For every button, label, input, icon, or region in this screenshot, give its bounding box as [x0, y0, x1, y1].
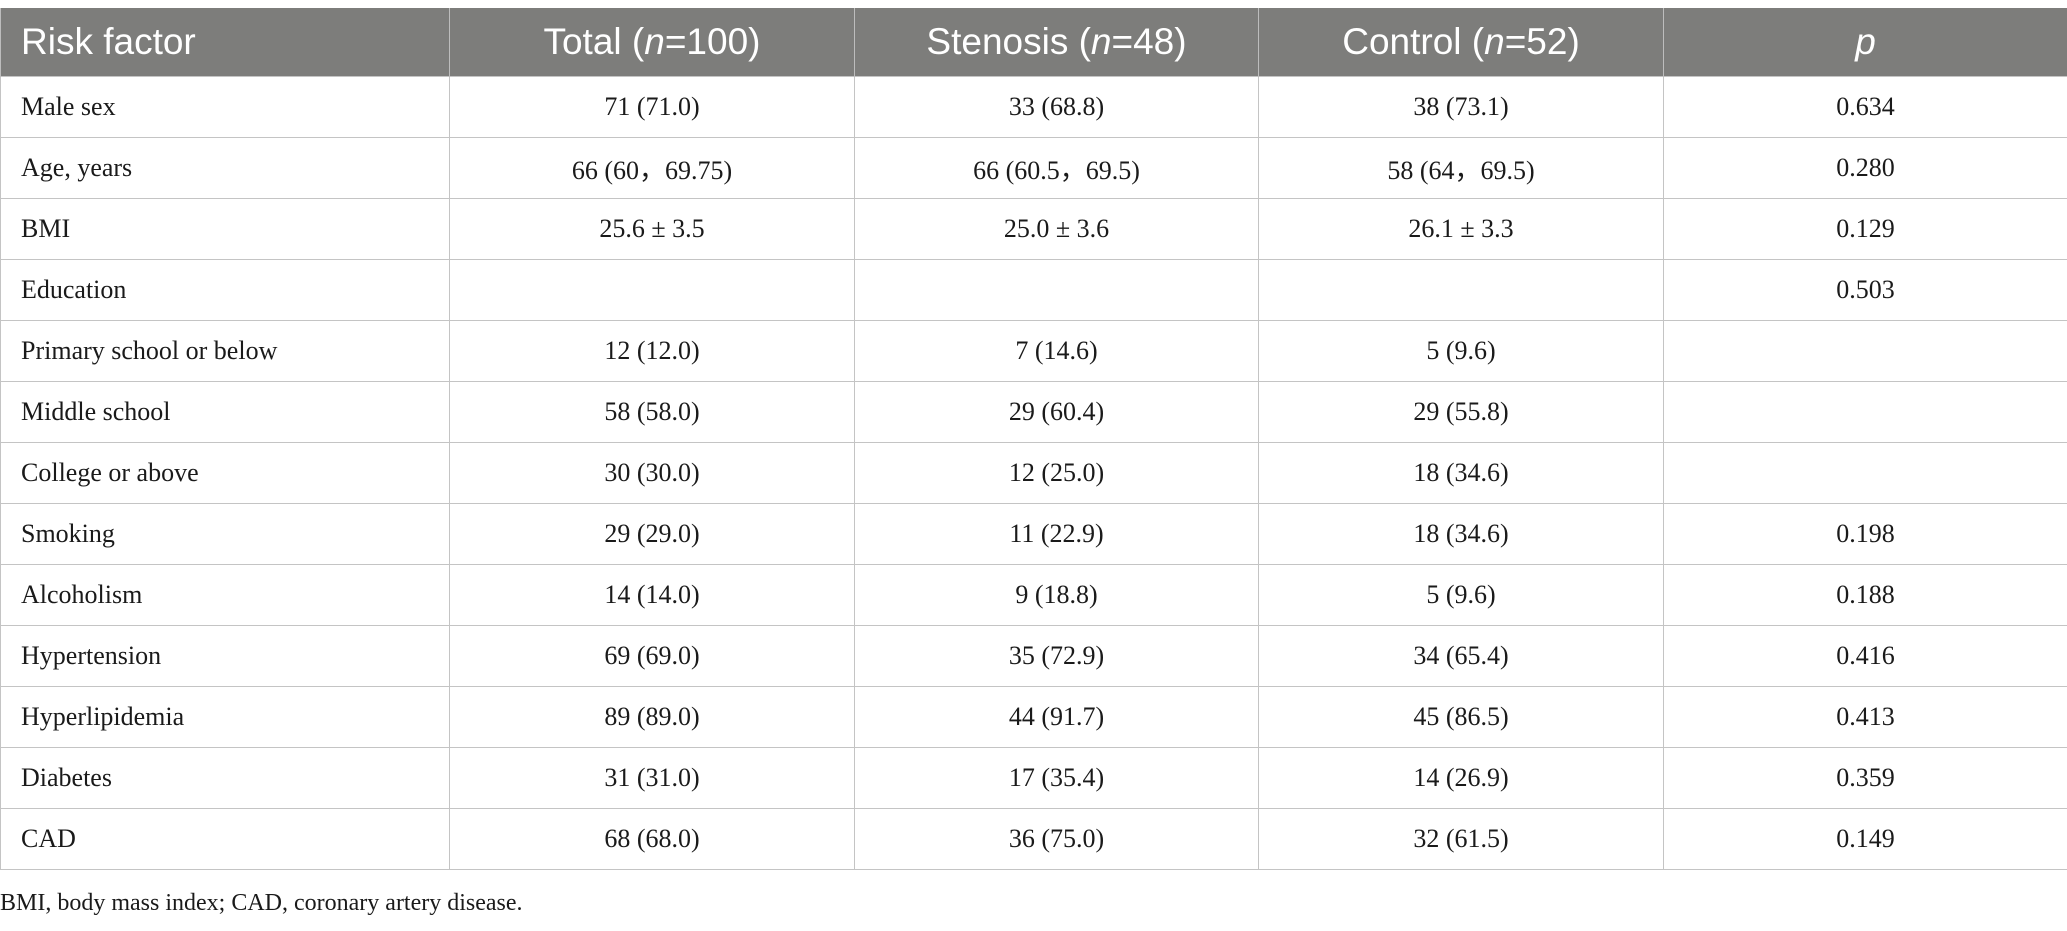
header-total: Total (n=100): [449, 8, 855, 77]
cell-control: 5 (9.6): [1258, 564, 1664, 626]
cell-total: 30 (30.0): [449, 442, 855, 504]
cell-stenosis: 12 (25.0): [854, 442, 1259, 504]
cell-risk-factor: Hyperlipidemia: [0, 686, 450, 748]
cell-control: 32 (61.5): [1258, 808, 1664, 870]
cell-risk-factor: Diabetes: [0, 747, 450, 809]
header-risk-factor: Risk factor: [0, 8, 450, 77]
cell-total: 89 (89.0): [449, 686, 855, 748]
table-row: CAD 68 (68.0) 36 (75.0) 32 (61.5) 0.149: [0, 808, 2067, 870]
cell-total: 12 (12.0): [449, 320, 855, 382]
cell-stenosis: 66 (60.5，69.5): [854, 137, 1259, 199]
table-header-row: Risk factor Total (n=100) Stenosis (n=48…: [0, 8, 2067, 77]
table-row: Education 0.503: [0, 259, 2067, 321]
cell-total: 71 (71.0): [449, 76, 855, 138]
cell-p-value: 0.416: [1663, 625, 2067, 687]
header-p: p: [1855, 21, 1876, 62]
cell-risk-factor: Age, years: [0, 137, 450, 199]
header-total-n: n: [644, 21, 665, 62]
cell-stenosis: 36 (75.0): [854, 808, 1259, 870]
cell-total: 58 (58.0): [449, 381, 855, 443]
cell-p-value: 0.634: [1663, 76, 2067, 138]
cell-total: 66 (60，69.75): [449, 137, 855, 199]
table-row: Smoking 29 (29.0) 11 (22.9) 18 (34.6) 0.…: [0, 503, 2067, 565]
cell-total: 68 (68.0): [449, 808, 855, 870]
cell-stenosis: 11 (22.9): [854, 503, 1259, 565]
table-row: Age, years 66 (60，69.75) 66 (60.5，69.5) …: [0, 137, 2067, 199]
cell-risk-factor: Alcoholism: [0, 564, 450, 626]
cell-risk-factor: Male sex: [0, 76, 450, 138]
cell-stenosis: 33 (68.8): [854, 76, 1259, 138]
header-control-prefix: Control (: [1342, 21, 1485, 62]
header-control-suffix: =52): [1504, 21, 1580, 62]
cell-control: 14 (26.9): [1258, 747, 1664, 809]
cell-control: 18 (34.6): [1258, 442, 1664, 504]
table-row: Middle school 58 (58.0) 29 (60.4) 29 (55…: [0, 381, 2067, 443]
cell-stenosis: 35 (72.9): [854, 625, 1259, 687]
cell-p-value: 0.129: [1663, 198, 2067, 260]
cell-total: 25.6 ± 3.5: [449, 198, 855, 260]
cell-risk-factor: College or above: [0, 442, 450, 504]
cell-stenosis: [854, 259, 1259, 321]
header-total-suffix: =100): [664, 21, 761, 62]
cell-total: 69 (69.0): [449, 625, 855, 687]
cell-control: 34 (65.4): [1258, 625, 1664, 687]
cell-p-value: 0.188: [1663, 564, 2067, 626]
cell-control: 29 (55.8): [1258, 381, 1664, 443]
cell-risk-factor: Middle school: [0, 381, 450, 443]
cell-control: 5 (9.6): [1258, 320, 1664, 382]
cell-risk-factor: CAD: [0, 808, 450, 870]
table-row: College or above 30 (30.0) 12 (25.0) 18 …: [0, 442, 2067, 504]
cell-control: 45 (86.5): [1258, 686, 1664, 748]
cell-p-value: 0.198: [1663, 503, 2067, 565]
cell-risk-factor: Hypertension: [0, 625, 450, 687]
cell-p-value: 0.149: [1663, 808, 2067, 870]
cell-control: 26.1 ± 3.3: [1258, 198, 1664, 260]
cell-p-value: 0.280: [1663, 137, 2067, 199]
cell-stenosis: 29 (60.4): [854, 381, 1259, 443]
cell-p-value: [1663, 320, 2067, 382]
table-footnote: BMI, body mass index; CAD, coronary arte…: [0, 890, 523, 916]
table-row: Diabetes 31 (31.0) 17 (35.4) 14 (26.9) 0…: [0, 747, 2067, 809]
header-stenosis-prefix: Stenosis (: [926, 21, 1091, 62]
header-stenosis: Stenosis (n=48): [854, 8, 1259, 77]
cell-control: [1258, 259, 1664, 321]
cell-control: 38 (73.1): [1258, 76, 1664, 138]
table-row: BMI 25.6 ± 3.5 25.0 ± 3.6 26.1 ± 3.3 0.1…: [0, 198, 2067, 260]
cell-p-value: [1663, 381, 2067, 443]
cell-p-value: 0.413: [1663, 686, 2067, 748]
cell-risk-factor: Education: [0, 259, 450, 321]
table-row: Male sex 71 (71.0) 33 (68.8) 38 (73.1) 0…: [0, 76, 2067, 138]
cell-p-value: 0.503: [1663, 259, 2067, 321]
cell-stenosis: 44 (91.7): [854, 686, 1259, 748]
cell-stenosis: 17 (35.4): [854, 747, 1259, 809]
table-row: Alcoholism 14 (14.0) 9 (18.8) 5 (9.6) 0.…: [0, 564, 2067, 626]
header-stenosis-n: n: [1090, 21, 1112, 62]
header-total-prefix: Total (: [543, 21, 645, 62]
cell-stenosis: 25.0 ± 3.6: [854, 198, 1259, 260]
table-body: Male sex 71 (71.0) 33 (68.8) 38 (73.1) 0…: [0, 76, 2067, 870]
header-control: Control (n=52): [1258, 8, 1664, 77]
cell-stenosis: 7 (14.6): [854, 320, 1259, 382]
cell-p-value: [1663, 442, 2067, 504]
header-stenosis-suffix: =48): [1111, 21, 1187, 62]
risk-factor-table: Risk factor Total (n=100) Stenosis (n=48…: [0, 8, 2067, 870]
cell-total: [449, 259, 855, 321]
table-row: Primary school or below 12 (12.0) 7 (14.…: [0, 320, 2067, 382]
table-row: Hypertension 69 (69.0) 35 (72.9) 34 (65.…: [0, 625, 2067, 687]
cell-risk-factor: BMI: [0, 198, 450, 260]
cell-total: 31 (31.0): [449, 747, 855, 809]
cell-total: 29 (29.0): [449, 503, 855, 565]
cell-p-value: 0.359: [1663, 747, 2067, 809]
cell-control: 58 (64，69.5): [1258, 137, 1664, 199]
cell-total: 14 (14.0): [449, 564, 855, 626]
table-row: Hyperlipidemia 89 (89.0) 44 (91.7) 45 (8…: [0, 686, 2067, 748]
cell-control: 18 (34.6): [1258, 503, 1664, 565]
cell-risk-factor: Smoking: [0, 503, 450, 565]
cell-risk-factor: Primary school or below: [0, 320, 450, 382]
header-control-n: n: [1484, 21, 1505, 62]
header-p-value: p: [1663, 8, 2067, 77]
cell-stenosis: 9 (18.8): [854, 564, 1259, 626]
